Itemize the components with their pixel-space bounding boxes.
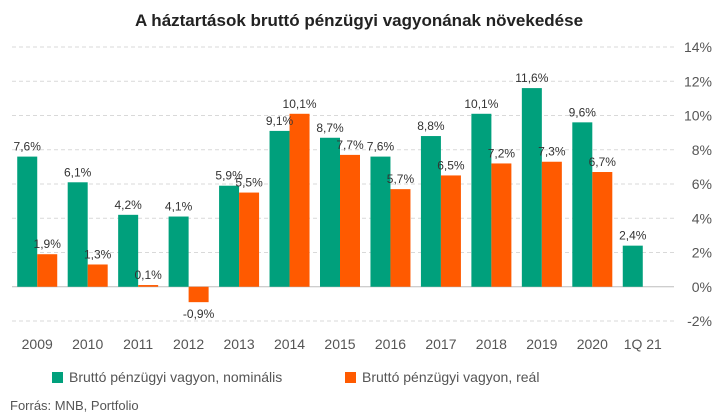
x-tick-label: 2020 [577,336,608,352]
x-tick-label: 1Q 21 [624,336,662,352]
data-label-nominal: 9,6% [569,105,597,119]
data-label-nominal: 8,8% [417,119,445,133]
x-tick-label: 2009 [22,336,53,352]
legend-swatch-real [345,372,356,383]
bar-nominal [17,156,38,287]
y-tick-label: 10% [684,108,712,124]
data-label-nominal: 4,2% [114,198,142,212]
data-label-nominal: 7,6% [367,140,395,154]
bar-real [491,163,512,287]
data-label-nominal: 2,4% [619,229,647,243]
bar-nominal [168,216,189,287]
bars [17,88,643,303]
bar-nominal [572,122,593,287]
x-tick-label: 2014 [274,336,305,352]
bar-real [440,175,461,287]
data-label-nominal: 6,1% [64,165,92,179]
data-label-real: 7,7% [336,138,364,152]
bar-real [289,113,310,287]
x-tick-label: 2011 [123,336,153,352]
data-label-nominal: 11,6% [515,71,548,85]
x-tick-label: 2013 [223,336,254,352]
bar-real [239,192,260,287]
bar-real [340,154,360,287]
data-label-real: 6,7% [589,155,617,169]
bar-nominal [269,130,290,287]
data-label-real: 7,3% [538,145,566,159]
data-label-real: 10,1% [283,97,317,111]
data-label-real: 0,1% [134,268,162,282]
data-label-nominal: 8,7% [316,121,344,135]
data-label-nominal: 7,6% [14,140,42,154]
data-label-real: -0,9% [183,307,215,321]
legend-swatch-nominal [52,372,63,383]
y-tick-label: -2% [687,313,712,329]
y-tick-label: 14% [684,39,712,55]
bar-nominal [370,156,391,287]
bar-nominal [320,137,340,287]
y-tick-label: 2% [692,245,712,261]
bar-nominal [219,185,240,287]
bar-nominal [118,214,139,287]
bar-real [390,189,411,287]
data-label-real: 7,2% [488,146,516,160]
y-tick-label: 6% [692,176,712,192]
x-tick-label: 2017 [425,336,456,352]
source-note: Forrás: MNB, Portfolio [10,398,139,413]
bar-real [541,161,562,287]
legend: Bruttó pénzügyi vagyon, nominális Bruttó… [52,369,539,385]
data-label-nominal: 10,1% [464,97,498,111]
x-tick-label: 2018 [476,336,507,352]
legend-label-nominal: Bruttó pénzügyi vagyon, nominális [69,369,282,385]
y-axis: -2% 0% 2% 4% 6% 8% 10% 12% 14% [684,39,712,329]
y-tick-label: 8% [692,142,712,158]
x-tick-label: 2015 [324,336,355,352]
bar-nominal [420,136,441,287]
x-axis: 2009 2010 2011 2012 2013 2014 2015 2016 2017 2018… [22,336,662,352]
x-tick-label: 2019 [526,336,557,352]
data-label-real: 6,5% [437,158,465,172]
data-labels: 7,6% 1,9% 6,1% 1,3% 4,2% 0,1% 4,1% -0,9% 5,9%5,5… [14,71,647,321]
y-tick-label: 4% [692,210,712,226]
x-tick-label: 2010 [72,336,103,352]
bar-real [138,285,159,287]
bar-real [87,264,108,287]
bar-nominal [521,88,542,287]
bar-nominal [67,182,88,287]
data-label-real: 1,9% [34,237,62,251]
data-label-nominal: 5,9% [215,169,243,183]
data-label-real: 1,3% [84,247,112,261]
bar-real [592,172,613,287]
data-label-real: 5,5% [235,176,263,190]
bar-nominal [471,113,492,287]
data-label-nominal: 9,1% [266,114,294,128]
y-tick-label: 0% [692,279,712,295]
bar-nominal [622,245,643,287]
data-label-nominal: 4,1% [165,200,193,214]
legend-label-real: Bruttó pénzügyi vagyon, reál [362,369,539,385]
x-tick-label: 2016 [375,336,406,352]
y-tick-label: 12% [684,73,712,89]
data-label-real: 5,7% [387,172,415,186]
chart-title: A háztartások bruttó pénzügyi vagyonának… [135,11,583,30]
x-tick-label: 2012 [173,336,204,352]
bar-real [37,254,58,287]
bar-real [188,286,209,303]
